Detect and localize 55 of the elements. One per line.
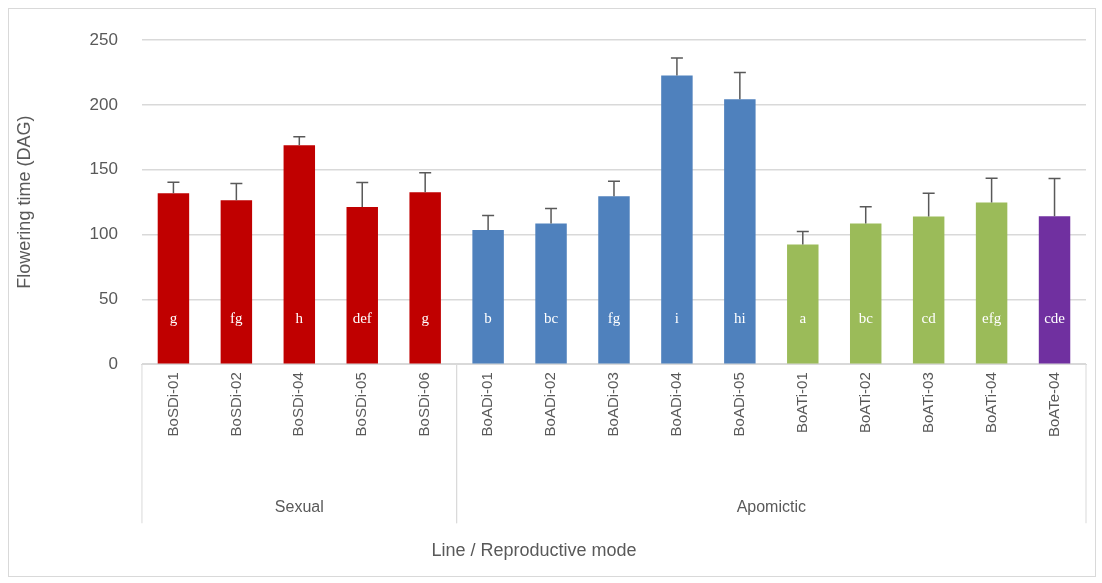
data-label: b (484, 310, 492, 327)
text: Sexual (274, 497, 324, 515)
y-tick-label: 50 (99, 289, 118, 309)
x-tick-label: BoSDi-04 (289, 372, 307, 437)
bar (912, 216, 945, 364)
data-label: a (799, 310, 807, 327)
y-tick-label: 0 (108, 353, 118, 373)
x-tick-label: BoADi-05 (729, 372, 747, 437)
data-label: cd (921, 310, 937, 327)
x-tick-label: BoSDi-06 (415, 372, 433, 437)
data-label: g (421, 310, 430, 327)
x-tick-label: BoATi-01 (792, 372, 810, 434)
bar (157, 193, 190, 364)
y-tick-label: 100 (89, 224, 118, 244)
y-tick-label: 150 (89, 159, 118, 179)
bar (661, 75, 693, 364)
text: Line / Reproductive mode (431, 540, 637, 561)
y-axis-title: Flowering time (DAG) (13, 115, 34, 289)
x-tick-label: BoATi-02 (855, 372, 873, 434)
data-label: g (169, 310, 178, 327)
text: Apomictic (736, 497, 806, 515)
bar (409, 192, 441, 364)
data-label: h (295, 310, 304, 327)
x-tick-label: BoSDi-02 (226, 372, 244, 437)
bar (849, 223, 882, 364)
data-label: def (352, 310, 372, 327)
data-label: bc (858, 310, 874, 327)
data-label: fg (607, 310, 621, 327)
x-tick-label: BoATi-03 (918, 372, 936, 434)
bar (283, 145, 316, 364)
x-tick-label: BoADi-01 (478, 372, 496, 437)
data-label: efg (982, 310, 1002, 327)
data-label: i (674, 310, 679, 327)
x-tick-label: BoATe-04 (1044, 372, 1062, 437)
bar (220, 200, 253, 364)
bar (535, 223, 567, 364)
y-tick-label: 200 (89, 94, 118, 114)
bar (975, 202, 1008, 364)
x-tick-label: BoATi-04 (981, 372, 999, 434)
x-tick-label: BoADi-04 (667, 372, 685, 437)
bar (1038, 216, 1071, 364)
data-label: fg (230, 310, 244, 327)
bar (787, 244, 819, 364)
data-label: hi (734, 310, 746, 327)
x-tick-label: BoSDi-01 (163, 372, 181, 437)
bar (598, 196, 630, 364)
data-label: bc (543, 310, 559, 327)
bar (346, 207, 378, 364)
bar (724, 99, 756, 364)
data-label: cde (1044, 310, 1066, 327)
bar (472, 229, 504, 364)
x-tick-label: BoADi-02 (541, 372, 559, 437)
y-tick-label: 250 (89, 29, 118, 49)
x-tick-label: BoSDi-05 (352, 372, 370, 437)
x-tick-label: BoADi-03 (604, 372, 622, 437)
